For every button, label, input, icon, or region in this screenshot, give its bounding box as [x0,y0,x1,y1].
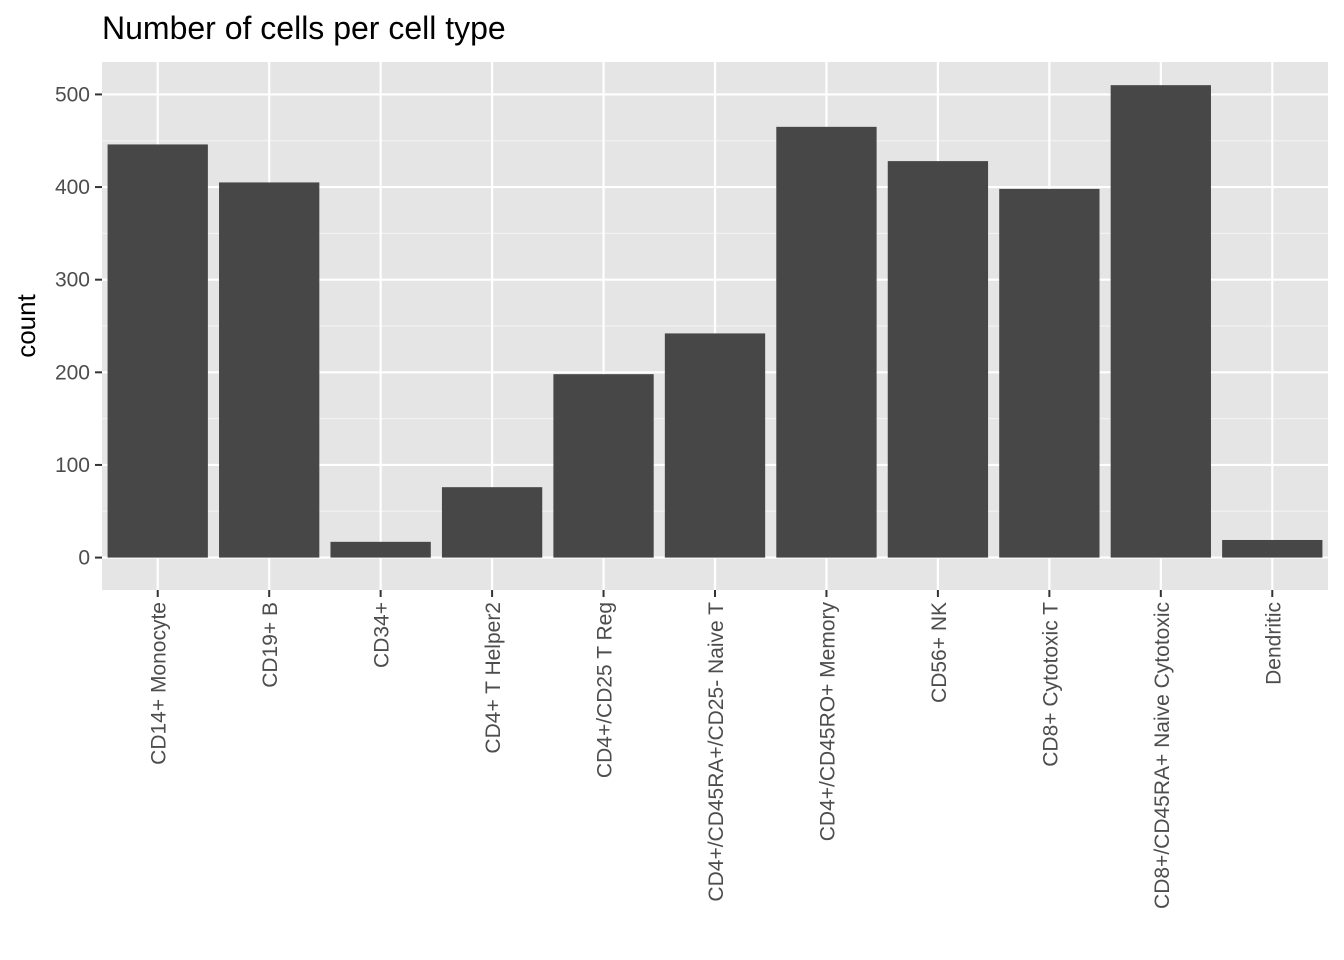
y-tick-label: 300 [55,269,90,292]
y-tick-label: 0 [78,547,90,570]
x-tick-label: CD4+/CD45RO+ Memory [816,602,839,842]
chart-title: Number of cells per cell type [102,10,506,46]
bar [1222,539,1323,558]
x-tick-label: CD34+ [371,602,394,668]
x-tick-label: CD56+ NK [928,602,951,703]
bar [441,487,543,558]
y-tick-label: 200 [55,361,90,384]
bars [107,85,1323,558]
y-tick-label: 500 [55,83,90,106]
bar [1110,85,1211,558]
y-axis: 0 100 200 300 400 500 [55,83,102,570]
x-tick-label: Dendritic [1262,602,1285,685]
bar [107,144,208,558]
x-tick-label: CD8+/CD45RA+ Naive Cytotoxic [1151,602,1174,909]
bar [330,541,431,558]
bar [553,374,654,558]
y-tick-label: 400 [55,176,90,199]
x-tick-label: CD4+ T Helper2 [482,602,505,754]
x-tick-label: CD4+/CD25 T Reg [594,602,617,778]
x-axis: CD14+ Monocyte CD19+ B CD34+ CD4+ T Helper2… [148,590,1285,909]
x-tick-label: CD8+ Cytotoxic T [1039,602,1062,767]
bar [887,161,989,558]
x-tick-label: CD14+ Monocyte [148,602,171,765]
bar [664,333,766,558]
x-tick-label: CD19+ B [259,602,282,688]
y-axis-title: count [11,293,41,357]
y-tick-label: 100 [55,454,90,477]
x-tick-label: CD4+/CD45RA+/CD25- Naive T [705,602,728,902]
bar [219,182,320,558]
bar [999,188,1100,558]
bar [776,126,877,558]
